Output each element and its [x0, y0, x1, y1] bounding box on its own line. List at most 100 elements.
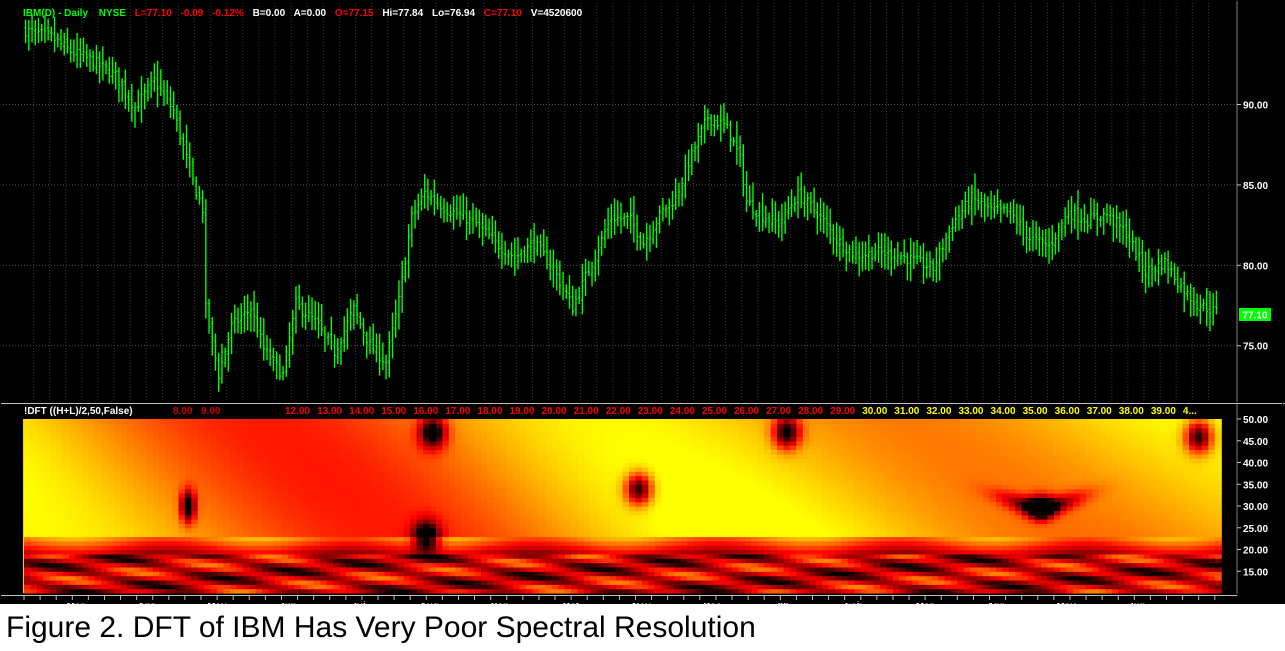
heatmap-cell: [526, 571, 534, 577]
heatmap-cell: [493, 449, 501, 455]
heatmap-cell: [332, 579, 340, 585]
heatmap-cell: [152, 562, 160, 568]
heatmap-cell: [197, 419, 205, 424]
heatmap-cell: [397, 506, 405, 511]
heatmap-cell: [326, 579, 334, 585]
heatmap-cell: [210, 445, 218, 451]
heatmap-cell: [275, 492, 283, 498]
heatmap-cell: [596, 479, 604, 485]
heatmap-cell: [339, 449, 347, 455]
heatmap-cell: [184, 536, 192, 542]
heatmap-cell: [114, 471, 122, 477]
heatmap-cell: [513, 453, 521, 459]
heatmap-cell: [313, 445, 321, 451]
heatmap-cell: [538, 510, 546, 516]
heatmap-cell: [165, 427, 173, 433]
heatmap-cell: [513, 466, 521, 472]
heatmap-cell: [217, 492, 225, 498]
heatmap-cell: [307, 510, 315, 516]
heatmap-cell: [287, 471, 295, 477]
heatmap-cell: [596, 423, 604, 429]
heatmap-cell: [223, 427, 231, 433]
heatmap-cell: [294, 462, 302, 468]
heatmap-cell: [423, 549, 431, 555]
heatmap-cell: [358, 540, 366, 546]
heatmap-cell: [481, 453, 489, 459]
heatmap-cell: [371, 492, 379, 498]
heatmap-cell: [75, 532, 83, 538]
heatmap-cell: [294, 545, 302, 551]
heatmap-cell: [120, 523, 128, 529]
heatmap-cell: [538, 506, 546, 511]
heatmap-cell: [313, 532, 321, 538]
heatmap-cell: [429, 588, 437, 594]
heatmap-cell: [442, 588, 450, 594]
heatmap-cell: [62, 453, 70, 459]
heatmap-cell: [435, 475, 443, 481]
heatmap-cell: [49, 540, 57, 546]
heatmap-cell: [62, 488, 70, 494]
heatmap-cell: [101, 462, 109, 468]
heatmap-cell: [75, 566, 83, 572]
heatmap-cell: [435, 458, 443, 464]
heatmap-cell: [487, 492, 495, 498]
heatmap-cell: [564, 479, 572, 485]
heatmap-cell: [81, 553, 89, 559]
heatmap-cell: [69, 579, 77, 585]
heatmap-cell: [146, 558, 154, 564]
heatmap-cell: [358, 523, 366, 529]
heatmap-cell: [326, 562, 334, 568]
heatmap-cell: [455, 523, 463, 529]
heatmap-cell: [36, 462, 44, 468]
heatmap-cell: [320, 545, 328, 551]
heatmap-cell: [152, 466, 160, 472]
heatmap-cell: [275, 458, 283, 464]
heatmap-cell: [577, 575, 585, 581]
heatmap-cell: [339, 562, 347, 568]
heatmap-cell: [36, 566, 44, 572]
heatmap-cell: [577, 484, 585, 490]
heatmap-cell: [275, 445, 283, 451]
heatmap-cell: [332, 427, 340, 433]
heatmap-cell: [410, 453, 418, 459]
heatmap-cell: [197, 532, 205, 538]
heatmap-cell: [493, 540, 501, 546]
heatmap-cell: [532, 427, 540, 433]
heatmap-cell: [455, 519, 463, 524]
heatmap-cell: [429, 536, 437, 542]
heatmap-cell: [36, 475, 44, 481]
heatmap-cell: [461, 484, 469, 490]
heatmap-cell: [81, 432, 89, 437]
heatmap-cell: [481, 571, 489, 577]
heatmap-cell: [481, 423, 489, 429]
heatmap-cell: [36, 571, 44, 577]
heatmap-cell: [564, 553, 572, 559]
heatmap-cell: [88, 523, 96, 529]
heatmap-cell: [429, 440, 437, 446]
price-grid: [0, 0, 1237, 402]
heatmap-cell: [275, 466, 283, 472]
heatmap-cell: [455, 471, 463, 477]
heatmap-cell: [513, 523, 521, 529]
heatmap-cell: [390, 497, 398, 503]
heatmap-cell: [371, 562, 379, 568]
heatmap-cell: [500, 575, 508, 581]
heatmap-cell: [281, 432, 289, 437]
heatmap-cell: [332, 497, 340, 503]
heatmap-cell: [616, 432, 624, 437]
heatmap-cell: [629, 588, 637, 594]
heatmap-cell: [165, 462, 173, 468]
heatmap-cell: [294, 506, 302, 511]
heatmap-cell: [455, 527, 463, 533]
heatmap-cell: [146, 445, 154, 451]
heatmap-cell: [468, 510, 476, 516]
heatmap-cell: [294, 449, 302, 455]
heatmap-cell: [56, 514, 64, 520]
heatmap-cell: [287, 453, 295, 459]
heatmap-cell: [172, 466, 180, 472]
heatmap-cell: [146, 519, 154, 524]
heatmap-cell: [371, 427, 379, 433]
heatmap-cell: [300, 506, 308, 511]
heatmap-cell: [551, 466, 559, 472]
heatmap-cell: [300, 466, 308, 472]
